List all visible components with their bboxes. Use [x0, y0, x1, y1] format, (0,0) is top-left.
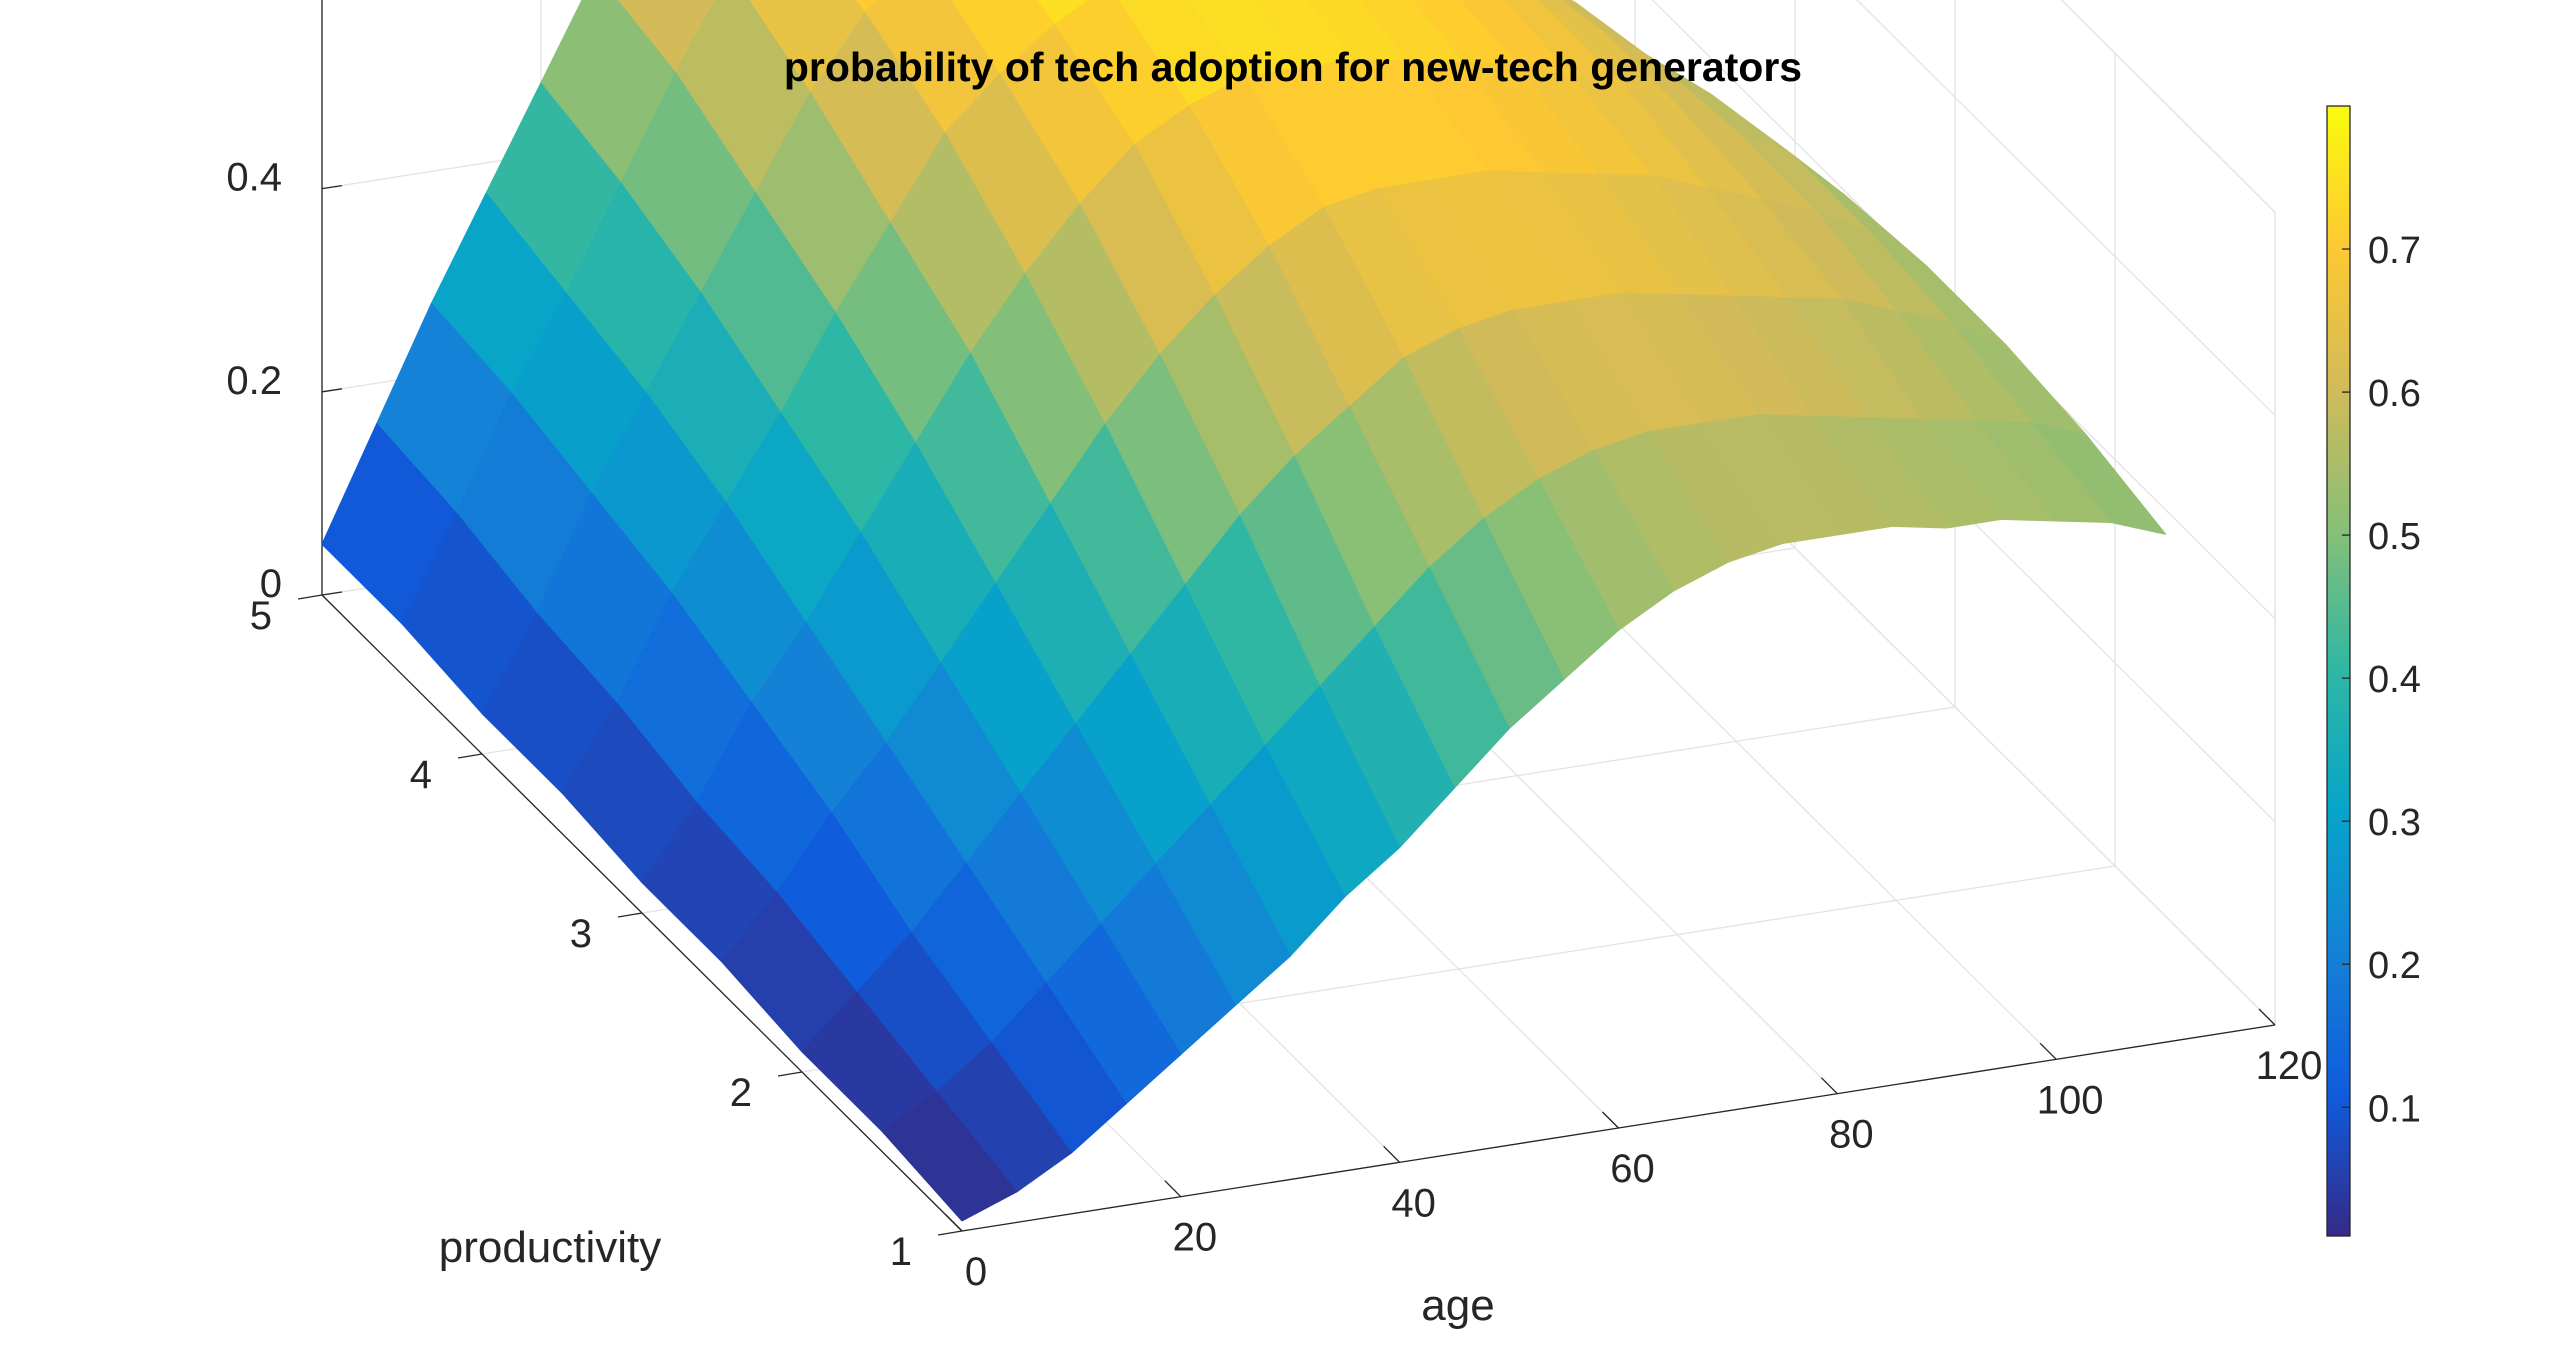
- probability-tick-mark: [321, 591, 343, 596]
- probability-tick-label: 0.2: [226, 359, 282, 403]
- age-axis-ticks: 0 20 40 60 80 100 120: [945, 1008, 2323, 1294]
- colorbar-tick-label: 0.6: [2368, 373, 2421, 415]
- colorbar-gradient: [2326, 105, 2351, 1237]
- surface-mesh: [321, 0, 2167, 1222]
- age-tick-label: 120: [2256, 1044, 2323, 1088]
- colorbar: 0.1 0.2 0.3 0.4 0.5 0.6 0.7: [2326, 105, 2421, 1237]
- side-wall-grid-line: [1856, 0, 2276, 416]
- age-tick-mark: [1164, 1180, 1182, 1198]
- age-tick-label: 100: [2037, 1078, 2104, 1122]
- surface-face: [1035, 0, 1091, 26]
- age-tick-label: 80: [1829, 1113, 1874, 1157]
- productivity-tick-label: 3: [570, 912, 592, 956]
- age-tick-label: 20: [1173, 1216, 1218, 1260]
- colorbar-tick-label: 0.7: [2368, 230, 2421, 272]
- colorbar-ticks: 0.1 0.2 0.3 0.4 0.5 0.6 0.7: [2342, 230, 2421, 1130]
- colorbar-tick-label: 0.5: [2368, 516, 2421, 558]
- productivity-tick-mark: [457, 753, 483, 759]
- surface-face: [881, 1091, 1018, 1222]
- age-tick-mark: [945, 1214, 963, 1232]
- colorbar-tick-label: 0.2: [2368, 945, 2421, 987]
- productivity-tick-mark: [937, 1230, 963, 1236]
- productivity-tick-mark: [297, 594, 323, 600]
- productivity-axis-ticks: 1 2 3 4 5: [250, 594, 963, 1274]
- age-tick-label: 60: [1610, 1147, 1655, 1191]
- productivity-tick-label: 1: [890, 1230, 912, 1274]
- age-tick-mark: [1383, 1145, 1401, 1163]
- probability-tick-mark: [321, 184, 343, 190]
- x-axis-label: age: [1421, 1281, 1494, 1330]
- colorbar-tick-label: 0.4: [2368, 659, 2421, 701]
- age-tick-mark: [2258, 1008, 2276, 1026]
- productivity-tick-label: 4: [410, 753, 432, 797]
- productivity-tick-mark: [777, 1071, 803, 1077]
- box-edge: [2060, 0, 2276, 213]
- probability-axis-ticks: 00.20.40.60.8: [226, 156, 343, 606]
- age-tick-label: 0: [965, 1250, 987, 1294]
- age-tick-mark: [2039, 1042, 2057, 1060]
- age-tick-mark: [1602, 1111, 1619, 1129]
- productivity-tick-label: 5: [250, 594, 272, 638]
- y-axis-label: productivity: [439, 1223, 662, 1272]
- surface-face: [854, 0, 878, 14]
- productivity-tick-mark: [617, 912, 643, 918]
- age-tick-mark: [1820, 1077, 1838, 1095]
- colorbar-tick-label: 0.1: [2368, 1088, 2421, 1130]
- productivity-tick-label: 2: [730, 1071, 752, 1115]
- probability-tick-label: 0.4: [226, 156, 282, 200]
- chart-title: probability of tech adoption for new-tec…: [784, 44, 1802, 90]
- probability-tick-mark: [321, 388, 343, 393]
- colorbar-tick-label: 0.3: [2368, 802, 2421, 844]
- age-tick-label: 40: [1391, 1181, 1436, 1225]
- probability-tick-label: 0: [260, 562, 282, 606]
